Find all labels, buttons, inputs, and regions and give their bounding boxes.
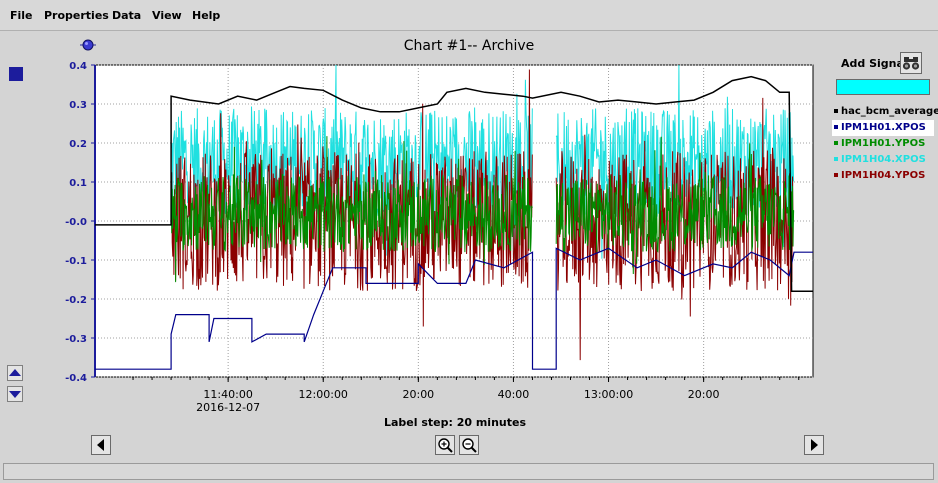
menu-help[interactable]: Help (192, 9, 221, 22)
series-line (170, 64, 533, 259)
legend-swatch (834, 109, 838, 113)
x-tick-label: 13:00:00 (584, 388, 633, 401)
legend-item[interactable]: hac_bcm_average (832, 104, 938, 120)
x-tick-label: 40:00 (498, 388, 530, 401)
zoom-out-button[interactable] (459, 435, 479, 455)
menu-file[interactable]: File (10, 9, 33, 22)
legend-swatch (834, 141, 838, 145)
y-tick-label: 0.4 (69, 61, 87, 72)
series-line (555, 97, 795, 361)
menu-bar: File Properties Data View Help (0, 0, 938, 31)
y-tick-label: -0.2 (65, 295, 87, 306)
legend-item[interactable]: IPM1H01.XPOS (832, 120, 934, 136)
zoom-in-button[interactable] (435, 435, 455, 455)
series-line (95, 247, 813, 370)
legend-label: hac_bcm_average (841, 106, 938, 117)
series-line (170, 69, 533, 327)
chart-title: Chart #1-- Archive (403, 38, 535, 54)
legend-item[interactable]: IPM1H04.XPOS (832, 152, 934, 168)
x-tick-label: 12:00:00 (299, 388, 348, 401)
y-tick-label: 0.3 (69, 100, 87, 111)
y-tick-label: -0.0 (65, 217, 87, 228)
series-line (555, 136, 795, 275)
legend-label: IPM1H04.XPOS (841, 154, 926, 165)
zoom-in-icon (438, 438, 453, 453)
label-step-text: Label step: 20 minutes (383, 416, 527, 429)
ball-icon[interactable] (80, 39, 96, 51)
legend-swatch (834, 157, 838, 161)
triangle-down-icon (9, 391, 21, 398)
status-bar (3, 463, 934, 480)
add-signal-input[interactable] (836, 79, 930, 95)
scroll-right-button[interactable] (804, 435, 824, 455)
scroll-up-button[interactable] (7, 365, 23, 381)
find-signal-button[interactable] (900, 52, 922, 74)
scroll-down-button[interactable] (7, 386, 23, 402)
x-tick-label-date: 2016-12-07 (196, 401, 260, 414)
y-tick-label: 0.2 (69, 139, 87, 150)
legend-item[interactable]: IPM1H04.YPOS (832, 168, 934, 184)
legend-swatch (834, 173, 838, 177)
binoculars-icon (902, 57, 920, 70)
legend-label: IPM1H01.XPOS (841, 122, 926, 133)
square-icon[interactable] (9, 67, 23, 81)
legend-item[interactable]: IPM1H01.YPOS (832, 136, 934, 152)
x-tick-label: 20:00 (402, 388, 434, 401)
triangle-right-icon (811, 439, 818, 451)
legend-label: IPM1H04.YPOS (841, 170, 926, 181)
triangle-up-icon (9, 369, 21, 376)
series-line (95, 75, 813, 292)
menu-view[interactable]: View (152, 9, 182, 22)
menu-properties[interactable]: Properties (44, 9, 109, 22)
scroll-left-button[interactable] (91, 435, 111, 455)
legend: hac_bcm_average IPM1H01.XPOS IPM1H01.YPO… (832, 104, 938, 184)
triangle-left-icon (97, 439, 104, 451)
zoom-out-icon (462, 438, 477, 453)
y-tick-label: -0.4 (65, 373, 87, 384)
menu-data[interactable]: Data (112, 9, 142, 22)
chart-plot[interactable]: 0.4 0.3 0.2 0.1 -0.0 -0.1 -0.2 -0.3 -0.4 11:40:00… (0, 0, 830, 420)
add-signal-label: Add Signal (841, 57, 908, 70)
y-tick-label: 0.1 (69, 178, 87, 189)
series-line (170, 136, 533, 283)
x-tick-label: 11:40:00 (203, 388, 252, 401)
legend-label: IPM1H01.YPOS (841, 138, 926, 149)
y-tick-label: -0.3 (65, 334, 87, 345)
y-tick-label: -0.1 (65, 256, 87, 267)
legend-swatch (834, 125, 838, 129)
x-tick-label: 20:00 (688, 388, 720, 401)
